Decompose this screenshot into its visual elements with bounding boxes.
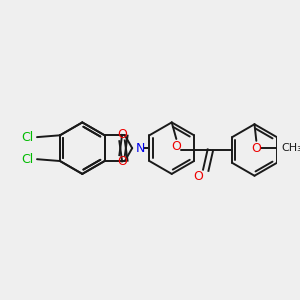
Text: O: O: [117, 128, 127, 141]
Text: CH₃: CH₃: [281, 143, 300, 153]
Text: O: O: [117, 155, 127, 169]
Text: O: O: [171, 140, 181, 153]
Text: Cl: Cl: [22, 153, 34, 166]
Text: N: N: [136, 142, 145, 155]
Text: O: O: [251, 142, 261, 155]
Text: O: O: [194, 170, 203, 183]
Text: Cl: Cl: [22, 130, 34, 144]
